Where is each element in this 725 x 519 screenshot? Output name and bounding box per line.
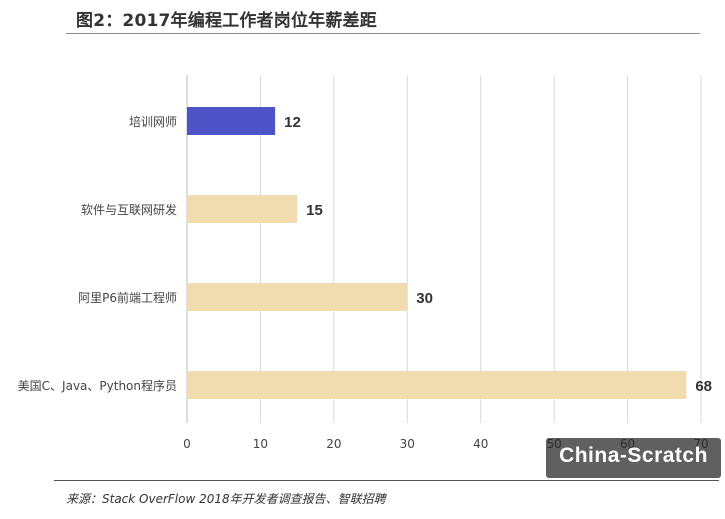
watermark-text: China-Scratch: [559, 444, 708, 467]
bar-3: [187, 371, 687, 399]
category-label: 美国C、Java、Python程序员: [18, 378, 177, 393]
watermark: China-Scratch: [546, 438, 721, 478]
x-tick-label: 0: [183, 437, 191, 451]
x-tick-label: 10: [253, 437, 268, 451]
x-tick-label: 20: [326, 437, 341, 451]
source-note: 来源：Stack OverFlow 2018年开发者调查报告、智联招聘: [66, 492, 386, 506]
category-label: 培训网师: [129, 114, 177, 129]
data-label: 68: [695, 378, 712, 395]
category-label: 阿里P6前端工程师: [78, 290, 177, 305]
bar-2: [187, 283, 408, 311]
category-label: 软件与互联网研发: [81, 202, 177, 217]
bars: [187, 107, 687, 399]
bar-chart: 培训网师软件与互联网研发阿里P6前端工程师美国C、Java、Python程序员 …: [18, 75, 712, 451]
title-divider: [66, 33, 700, 34]
bar-1: [187, 195, 298, 223]
x-tick-label: 30: [400, 437, 415, 451]
footer-divider: [54, 480, 719, 481]
data-label: 30: [416, 290, 433, 307]
data-label: 12: [284, 114, 301, 131]
data-labels: 12 15 30 68: [284, 114, 712, 395]
chart-title: 图2：2017年编程工作者岗位年薪差距: [76, 11, 377, 31]
x-tick-label: 40: [473, 437, 488, 451]
data-label: 15: [306, 202, 323, 219]
bar-0: [187, 107, 276, 135]
